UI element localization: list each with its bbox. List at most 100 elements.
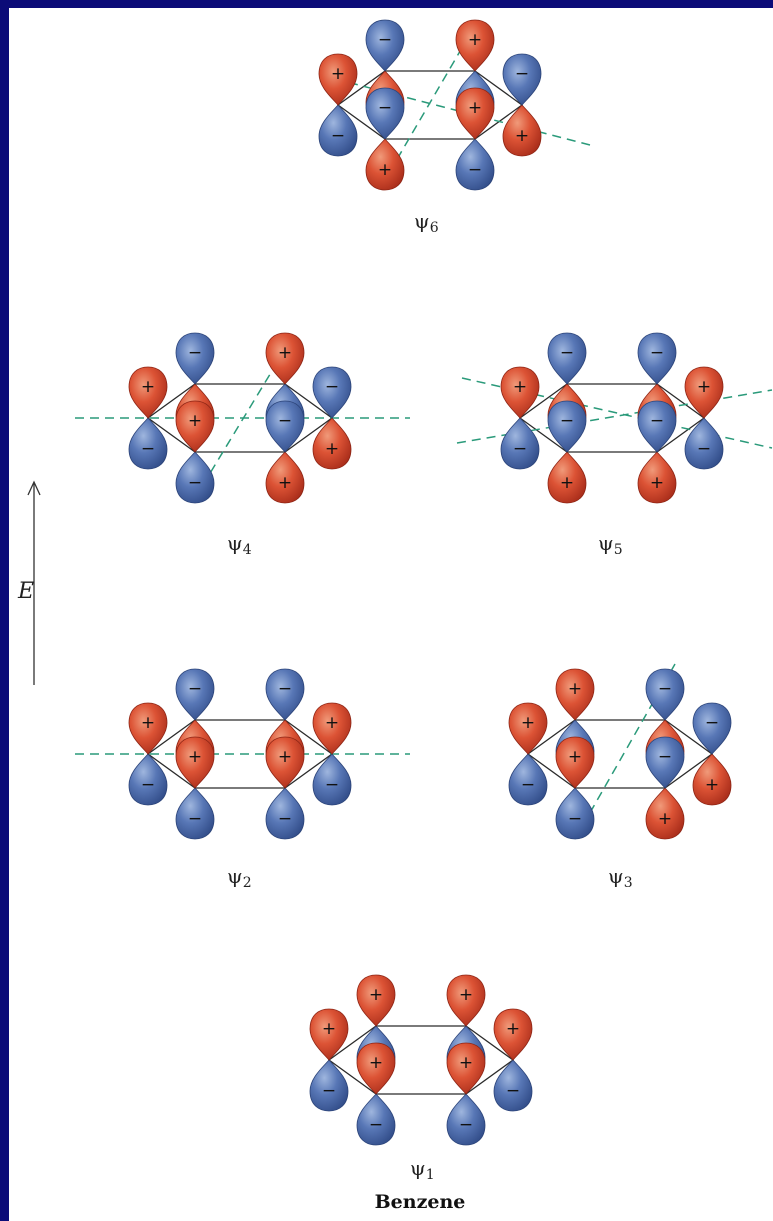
psi2-bl-top-phase-sign: + [188, 747, 202, 767]
psi3-r-bottom-positive-lobe [692, 753, 732, 806]
energy-axis-label: E [17, 579, 34, 604]
psi3-l-top-positive-lobe [508, 702, 548, 755]
psi1-bl-top-phase-sign: + [369, 1053, 383, 1073]
psi6-l-bottom-negative-lobe [318, 104, 358, 157]
psi5-r-bottom-phase-sign: − [697, 439, 711, 459]
psi4-orbital: +−−+−+−++−+− [75, 332, 410, 504]
psi3-r-bottom-phase-sign: + [705, 775, 719, 795]
psi4-r-bottom-positive-lobe [312, 417, 352, 470]
psi1-tr-top-positive-lobe [446, 974, 486, 1027]
psi5-tr-top-phase-sign: − [650, 343, 664, 363]
psi6-orbital: +−−++−−++−−+ [318, 16, 591, 191]
psi6-br-top-positive-lobe [455, 87, 495, 140]
diagram-panel: E + − − + + − − + + − − + + − − + − + − + + − + − + + − − + + − − + + − − + +… [9, 8, 773, 1221]
psi6-tl-top-negative-lobe [365, 19, 405, 72]
energy-axis: E [17, 480, 41, 685]
psi4-l-top-positive-lobe [128, 366, 168, 419]
psi1-ring [327, 1025, 515, 1095]
psi3-br-top-phase-sign: − [658, 747, 672, 767]
psi1-tl-top-phase-sign: + [369, 985, 383, 1005]
psi1-label: ψ1 [410, 1156, 435, 1183]
psi5-r-bottom-negative-lobe [684, 417, 724, 470]
psi1-bl-bottom-phase-sign: − [369, 1115, 383, 1135]
psi2-l-bottom-negative-lobe [128, 753, 168, 806]
psi6-bl-bottom-positive-lobe [365, 138, 405, 191]
psi5-l-bottom-negative-lobe [500, 417, 540, 470]
psi2-br-bottom-negative-lobe [265, 787, 305, 840]
psi4-nodal-plane [194, 332, 296, 499]
psi1-r-bottom-phase-sign: − [506, 1081, 520, 1101]
psi1-r-top-positive-lobe [493, 1008, 533, 1061]
psi3-tr-top-negative-lobe [645, 668, 685, 721]
psi4-r-bottom-phase-sign: + [325, 439, 339, 459]
psi6-tr-top-phase-sign: + [468, 30, 482, 50]
psi5-bl-top-phase-sign: − [560, 411, 574, 431]
psi2-r-bottom-phase-sign: − [325, 775, 339, 795]
psi4-br-bottom-phase-sign: + [278, 473, 292, 493]
psi1-br-bottom-phase-sign: − [459, 1115, 473, 1135]
psi4-tl-top-phase-sign: − [188, 343, 202, 363]
psi6-nodal-plane [319, 74, 591, 146]
psi6-r-bottom-phase-sign: + [515, 126, 529, 146]
psi5-br-top-phase-sign: − [650, 411, 664, 431]
psi6-r-bottom-positive-lobe [502, 104, 542, 157]
psi5-br-bottom-positive-lobe [637, 451, 677, 504]
psi4-bl-bottom-negative-lobe [175, 451, 215, 504]
psi4-bl-top-positive-lobe [175, 400, 215, 453]
psi1-r-top-phase-sign: + [506, 1019, 520, 1039]
psi5-tr-top-negative-lobe [637, 332, 677, 385]
psi6-br-bottom-phase-sign: − [468, 160, 482, 180]
psi6-l-top-positive-lobe [318, 53, 358, 106]
psi4-br-bottom-positive-lobe [265, 451, 305, 504]
psi5-br-top-negative-lobe [637, 400, 677, 453]
psi2-r-top-phase-sign: + [325, 713, 339, 733]
psi1-r-bottom-negative-lobe [493, 1059, 533, 1112]
psi3-br-top-negative-lobe [645, 736, 685, 789]
psi2-bl-bottom-negative-lobe [175, 787, 215, 840]
psi3-bl-bottom-negative-lobe [555, 787, 595, 840]
psi3-tr-top-phase-sign: − [658, 679, 672, 699]
psi3-r-top-negative-lobe [692, 702, 732, 755]
psi3-label: ψ3 [608, 864, 633, 891]
psi5-bl-bottom-positive-lobe [547, 451, 587, 504]
psi1-br-top-phase-sign: + [459, 1053, 473, 1073]
psi6-tr-top-positive-lobe [455, 19, 495, 72]
psi6-bl-bottom-phase-sign: + [378, 160, 392, 180]
psi6-r-top-negative-lobe [502, 53, 542, 106]
psi4-bl-bottom-phase-sign: − [188, 473, 202, 493]
psi2-bl-top-positive-lobe [175, 736, 215, 789]
psi4-r-top-phase-sign: − [325, 377, 339, 397]
psi4-tr-top-phase-sign: + [278, 343, 292, 363]
psi2-br-top-phase-sign: + [278, 747, 292, 767]
psi4-r-top-negative-lobe [312, 366, 352, 419]
psi5-l-bottom-phase-sign: − [513, 439, 527, 459]
psi5-bl-top-negative-lobe [547, 400, 587, 453]
psi3-br-bottom-phase-sign: + [658, 809, 672, 829]
psi3-orbital: −+−+−++−+−+− [508, 663, 732, 840]
psi3-l-bottom-negative-lobe [508, 753, 548, 806]
psi4-l-top-phase-sign: + [141, 377, 155, 397]
psi3-bl-top-phase-sign: + [568, 747, 582, 767]
psi6-bl-top-negative-lobe [365, 87, 405, 140]
psi3-bl-top-positive-lobe [555, 736, 595, 789]
psi1-tl-top-positive-lobe [356, 974, 396, 1027]
psi2-r-bottom-negative-lobe [312, 753, 352, 806]
psi4-tl-top-negative-lobe [175, 332, 215, 385]
psi6-tl-top-phase-sign: − [378, 30, 392, 50]
psi4-l-bottom-phase-sign: − [141, 439, 155, 459]
psi6-r-top-phase-sign: − [515, 64, 529, 84]
psi5-l-top-positive-lobe [500, 366, 540, 419]
psi1-l-bottom-negative-lobe [309, 1059, 349, 1112]
psi2-bl-bottom-phase-sign: − [188, 809, 202, 829]
psi5-r-top-phase-sign: + [697, 377, 711, 397]
psi2-orbital: ++−−−−−−++++ [75, 668, 410, 840]
psi3-l-bottom-phase-sign: − [521, 775, 535, 795]
psi1-bl-bottom-negative-lobe [356, 1093, 396, 1146]
benzene-caption: Benzene [375, 1191, 466, 1213]
psi5-bl-bottom-phase-sign: + [560, 473, 574, 493]
psi2-tr-top-phase-sign: − [278, 679, 292, 699]
psi6-br-top-phase-sign: + [468, 98, 482, 118]
psi6-bl-top-phase-sign: − [378, 98, 392, 118]
psi2-l-top-phase-sign: + [141, 713, 155, 733]
benzene-mo-diagram: E + − − + + − − + + − − + + − − + − + − + + − + − + + − − + + − − + + − − + +… [17, 16, 773, 1213]
